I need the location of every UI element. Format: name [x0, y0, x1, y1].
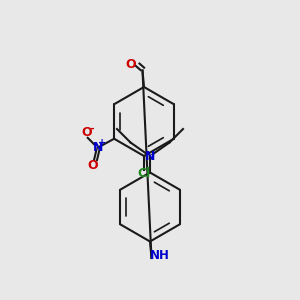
- Text: O: O: [81, 126, 92, 139]
- Text: -: -: [89, 124, 94, 134]
- Text: NH: NH: [150, 249, 170, 262]
- Text: N: N: [145, 149, 155, 163]
- Text: O: O: [125, 58, 136, 71]
- Text: +: +: [98, 138, 106, 148]
- Text: O: O: [88, 159, 98, 172]
- Text: Cl: Cl: [137, 167, 151, 180]
- Text: N: N: [92, 141, 103, 154]
